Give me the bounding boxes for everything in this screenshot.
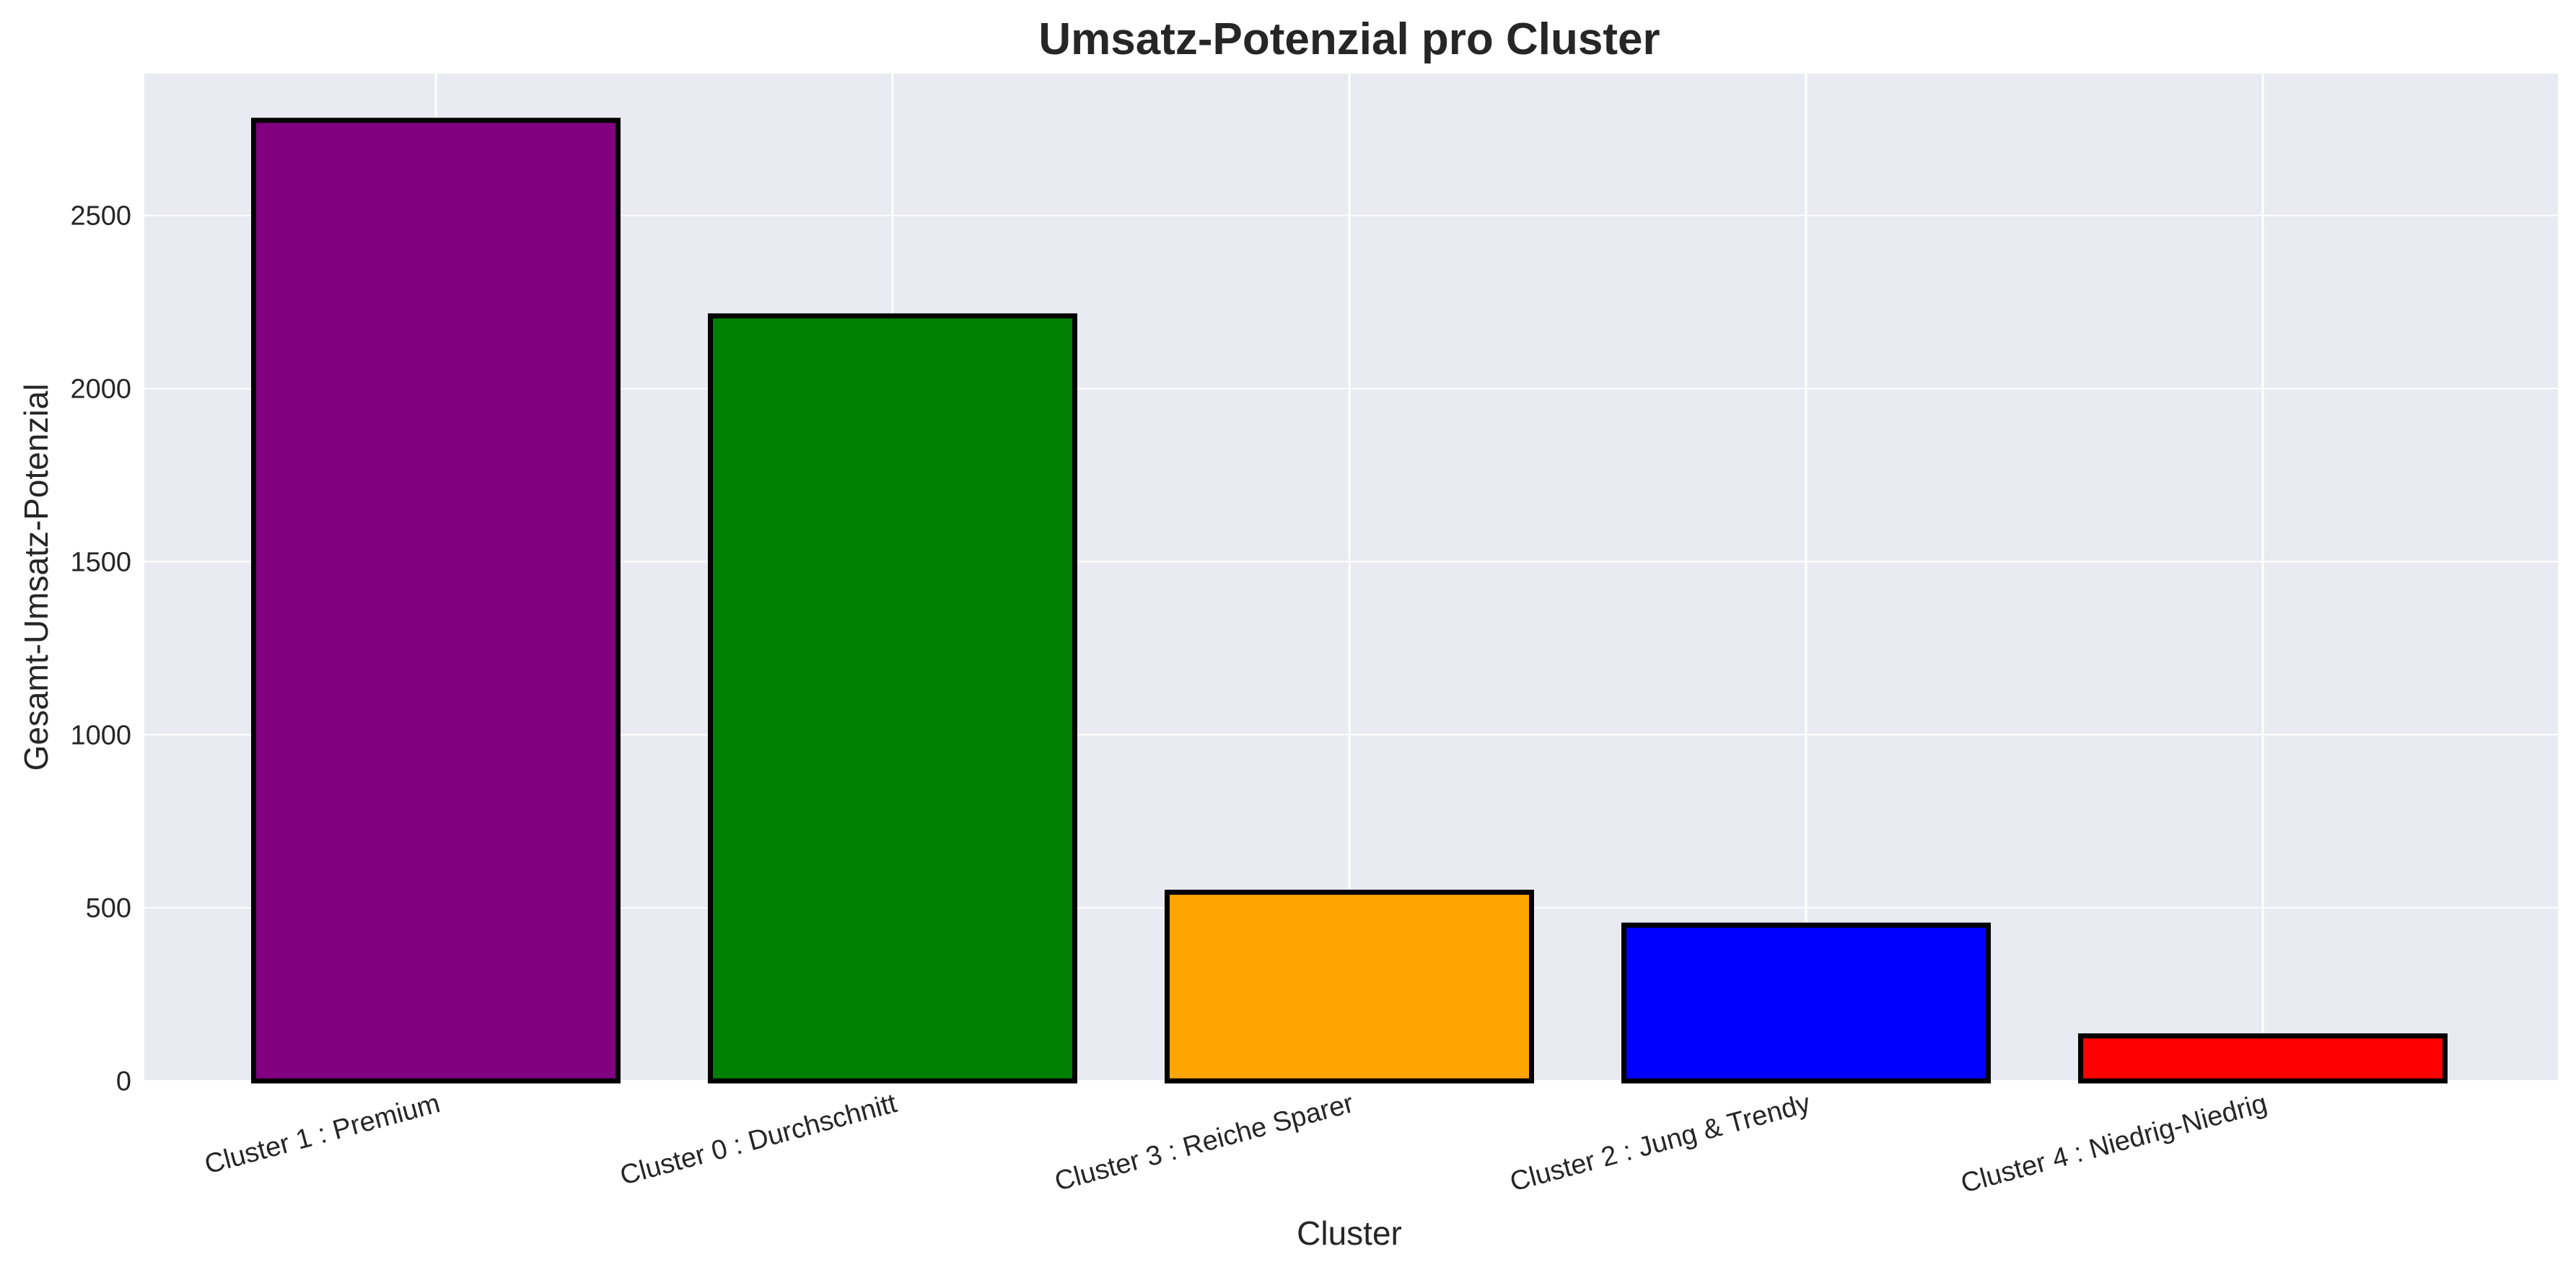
- x-tick-label-2: Cluster 3 : Reiche Sparer: [1051, 1088, 1357, 1197]
- x-tick-label-0: Cluster 1 : Premium: [201, 1088, 443, 1180]
- y-tick-label-0: 0: [116, 1066, 131, 1097]
- y-tick-label-5: 2500: [70, 201, 131, 232]
- chart-title: Umsatz-Potenzial pro Cluster: [1038, 14, 1660, 64]
- y-tick-label-1: 500: [86, 893, 131, 924]
- bar-0: [251, 118, 621, 1084]
- x-tick-label-4: Cluster 4 : Niedrig-Niedrig: [1958, 1088, 2270, 1199]
- y-tick-label-4: 2000: [70, 374, 131, 405]
- bar-3: [1621, 922, 1991, 1084]
- y-tick-label-2: 1000: [70, 720, 131, 750]
- x-axis-label: Cluster: [1297, 1214, 1402, 1252]
- y-axis-label: Gesamt-Umsatz-Potenzial: [17, 384, 55, 771]
- x-tick-label-3: Cluster 2 : Jung & Trendy: [1507, 1088, 1813, 1198]
- bar-4: [2078, 1033, 2448, 1084]
- bar-2: [1165, 890, 1534, 1084]
- y-axis-ticks: 0 500 1000 1500 2000 2500: [70, 201, 131, 1097]
- y-tick-label-3: 1500: [70, 547, 131, 577]
- bar-1: [708, 313, 1077, 1084]
- bars: [251, 118, 2448, 1084]
- x-axis-ticks: Cluster 1 : Premium Cluster 0 : Durchschn…: [201, 1088, 2270, 1199]
- x-tick-label-1: Cluster 0 : Durchschnitt: [617, 1088, 901, 1191]
